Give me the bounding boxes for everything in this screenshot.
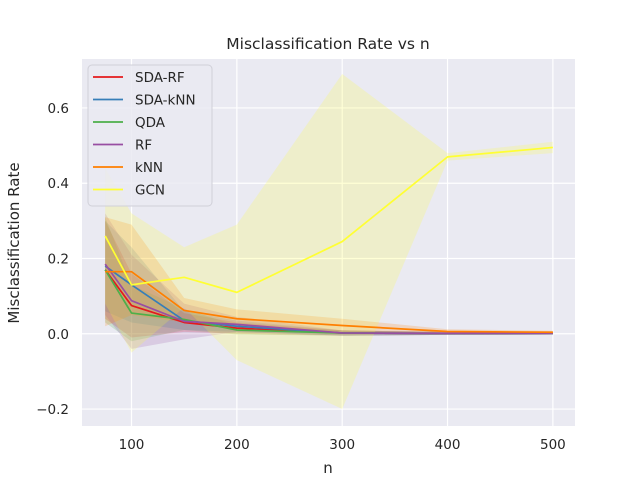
x-tick-label: 500 bbox=[540, 437, 566, 453]
x-tick-label: 200 bbox=[224, 437, 250, 453]
legend-label: SDA-kNN bbox=[135, 93, 196, 109]
x-tick-label: 400 bbox=[435, 437, 461, 453]
y-tick-labels: −0.2 0.0 0.2 0.4 0.6 bbox=[36, 101, 69, 418]
legend-label: GCN bbox=[135, 183, 165, 199]
x-axis-label: n bbox=[323, 459, 333, 477]
x-tick-label: 100 bbox=[119, 437, 145, 453]
legend-label: RF bbox=[135, 138, 152, 154]
y-tick-label: 0.6 bbox=[48, 101, 69, 117]
band-qda bbox=[105, 217, 553, 342]
legend: SDA-RF SDA-kNN QDA RF kNN GCN bbox=[87, 64, 213, 207]
legend-label: QDA bbox=[135, 115, 166, 131]
band-sda-knn bbox=[105, 220, 553, 336]
y-tick-label: 0.2 bbox=[48, 251, 69, 267]
x-tick-label: 300 bbox=[329, 437, 355, 453]
y-tick-label: −0.2 bbox=[36, 402, 69, 418]
series-lines bbox=[104, 146, 553, 335]
line-gcn bbox=[104, 146, 553, 294]
x-tick-labels: 100 200 300 400 500 bbox=[119, 437, 566, 453]
y-tick-label: 0.4 bbox=[48, 176, 69, 192]
line-rf bbox=[104, 263, 553, 335]
legend-label: kNN bbox=[135, 160, 163, 176]
band-sda-rf bbox=[105, 220, 553, 338]
line-knn bbox=[105, 270, 553, 334]
chart-title: Misclassification Rate vs n bbox=[226, 35, 429, 53]
legend-label: SDA-RF bbox=[135, 70, 185, 86]
y-tick-label: 0.0 bbox=[48, 327, 69, 343]
y-axis-label: Misclassification Rate bbox=[5, 162, 23, 323]
